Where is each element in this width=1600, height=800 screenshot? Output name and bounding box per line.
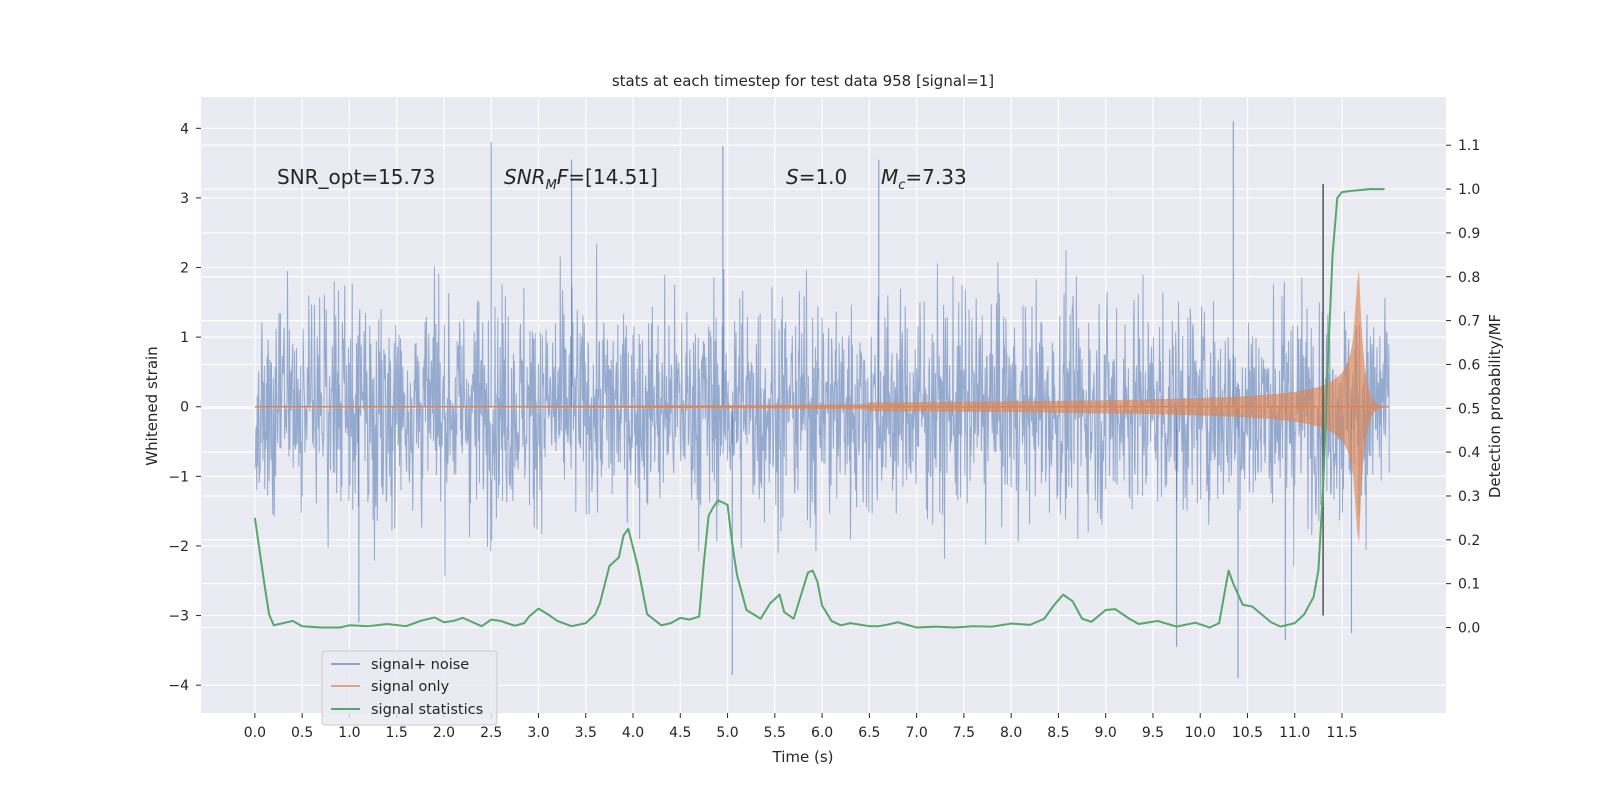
legend-box <box>321 650 498 726</box>
x-tick-label: 1.0 <box>338 725 360 741</box>
x-tick-label: 2.0 <box>433 725 455 741</box>
y2-tick-label: 0.2 <box>1458 533 1480 549</box>
x-axis-label: Time (s) <box>772 748 834 766</box>
x-tick-label: 3.5 <box>575 725 597 741</box>
x-tick-label: 4.0 <box>622 725 644 741</box>
series-signal-only <box>254 269 1390 544</box>
y2-tick-label: 0.8 <box>1458 270 1480 286</box>
y2-tick-label: 0.9 <box>1458 226 1480 242</box>
y2-tick-label: 0.1 <box>1458 577 1480 593</box>
annotation-snr-mf: SNRMF=[14.51] <box>504 165 658 193</box>
y2-tick-label: 0.6 <box>1458 357 1480 373</box>
annotation-snr-opt: SNR_opt=15.73 <box>277 165 435 189</box>
x-tick-label: 7.0 <box>905 725 927 741</box>
y-tick-label: 2 <box>180 261 189 277</box>
x-tick-label: 10.5 <box>1232 725 1263 741</box>
y2-tick-label: 1.0 <box>1458 182 1480 198</box>
x-tick-label: 11.0 <box>1279 725 1310 741</box>
x-tick-label: 9.0 <box>1095 725 1117 741</box>
y2-tick-label: 0.3 <box>1458 489 1480 505</box>
x-tick-label: 4.5 <box>669 725 691 741</box>
legend-label-signal-only: signal only <box>371 679 450 695</box>
x-tick-label: 5.0 <box>716 725 738 741</box>
annotation-mc-var: M <box>881 165 898 189</box>
x-tick-label: 10.0 <box>1185 725 1216 741</box>
annotation-s-value: =1.0 <box>799 165 848 189</box>
chart-title: stats at each timestep for test data 958… <box>612 72 994 90</box>
x-tick-label: 8.0 <box>1000 725 1022 741</box>
x-tick-label: 0.0 <box>244 725 266 741</box>
legend-label-signal-plus-noise: signal+ noise <box>371 657 469 673</box>
y2-tick-label: 1.1 <box>1458 138 1480 154</box>
x-tick-label: 11.5 <box>1326 725 1357 741</box>
x-tick-label: 5.5 <box>764 725 786 741</box>
y2-axis-label: Detection probability/MF <box>1486 314 1504 498</box>
y2-tick-label: 0.0 <box>1458 621 1480 637</box>
y-tick-label: 3 <box>180 191 189 207</box>
y-axis-label: Whitened strain <box>143 346 161 465</box>
x-tick-label: 1.5 <box>386 725 408 741</box>
y2-tick-label: 0.5 <box>1458 401 1480 417</box>
y2-tick-label: 0.4 <box>1458 445 1480 461</box>
noise-trace <box>254 243 1390 576</box>
y-tick-label: −4 <box>168 678 189 694</box>
x-tick-label: 6.0 <box>811 725 833 741</box>
x-tick-label: 6.5 <box>858 725 880 741</box>
annotation-snr-mf-main: SNR <box>504 165 546 189</box>
annotation-snr-mf-value: =[14.51] <box>568 165 658 189</box>
annotation-snr-mf-f: F <box>557 165 569 189</box>
y-tick-label: −2 <box>168 539 189 555</box>
x-tick-label: 8.5 <box>1047 725 1069 741</box>
y-tick-label: 1 <box>180 330 189 346</box>
annotation-s-var: S <box>786 165 799 189</box>
y2-tick-label: 0.7 <box>1458 314 1480 330</box>
y-tick-label: −1 <box>168 469 189 485</box>
y-tick-label: 4 <box>180 121 189 137</box>
x-tick-label: 7.5 <box>953 725 975 741</box>
axis-ticks: 0.0 0.5 1.0 1.5 2.0 2.5 3.0 3.5 4.0 4.5 5.0 5.5 6.0 6… <box>168 121 1480 741</box>
x-tick-label: 0.5 <box>291 725 313 741</box>
y-tick-label: 0 <box>180 400 189 416</box>
x-tick-label: 2.5 <box>480 725 502 741</box>
annotation-mc-value: =7.33 <box>905 165 966 189</box>
series-signal-statistics <box>253 188 1385 629</box>
legend-label-signal-statistics: signal statistics <box>371 702 483 718</box>
annotation-mc-sub: c <box>898 178 905 193</box>
x-tick-label: 9.5 <box>1142 725 1164 741</box>
annotation-snr-mf-sub: M <box>546 178 557 193</box>
x-tick-label: 3.0 <box>527 725 549 741</box>
y-tick-label: −3 <box>168 609 189 625</box>
annotation-mc: Mc=7.33 <box>881 165 967 193</box>
annotation-s: S=1.0 <box>786 165 847 189</box>
legend: signal+ noise signal only signal statist… <box>321 650 498 726</box>
